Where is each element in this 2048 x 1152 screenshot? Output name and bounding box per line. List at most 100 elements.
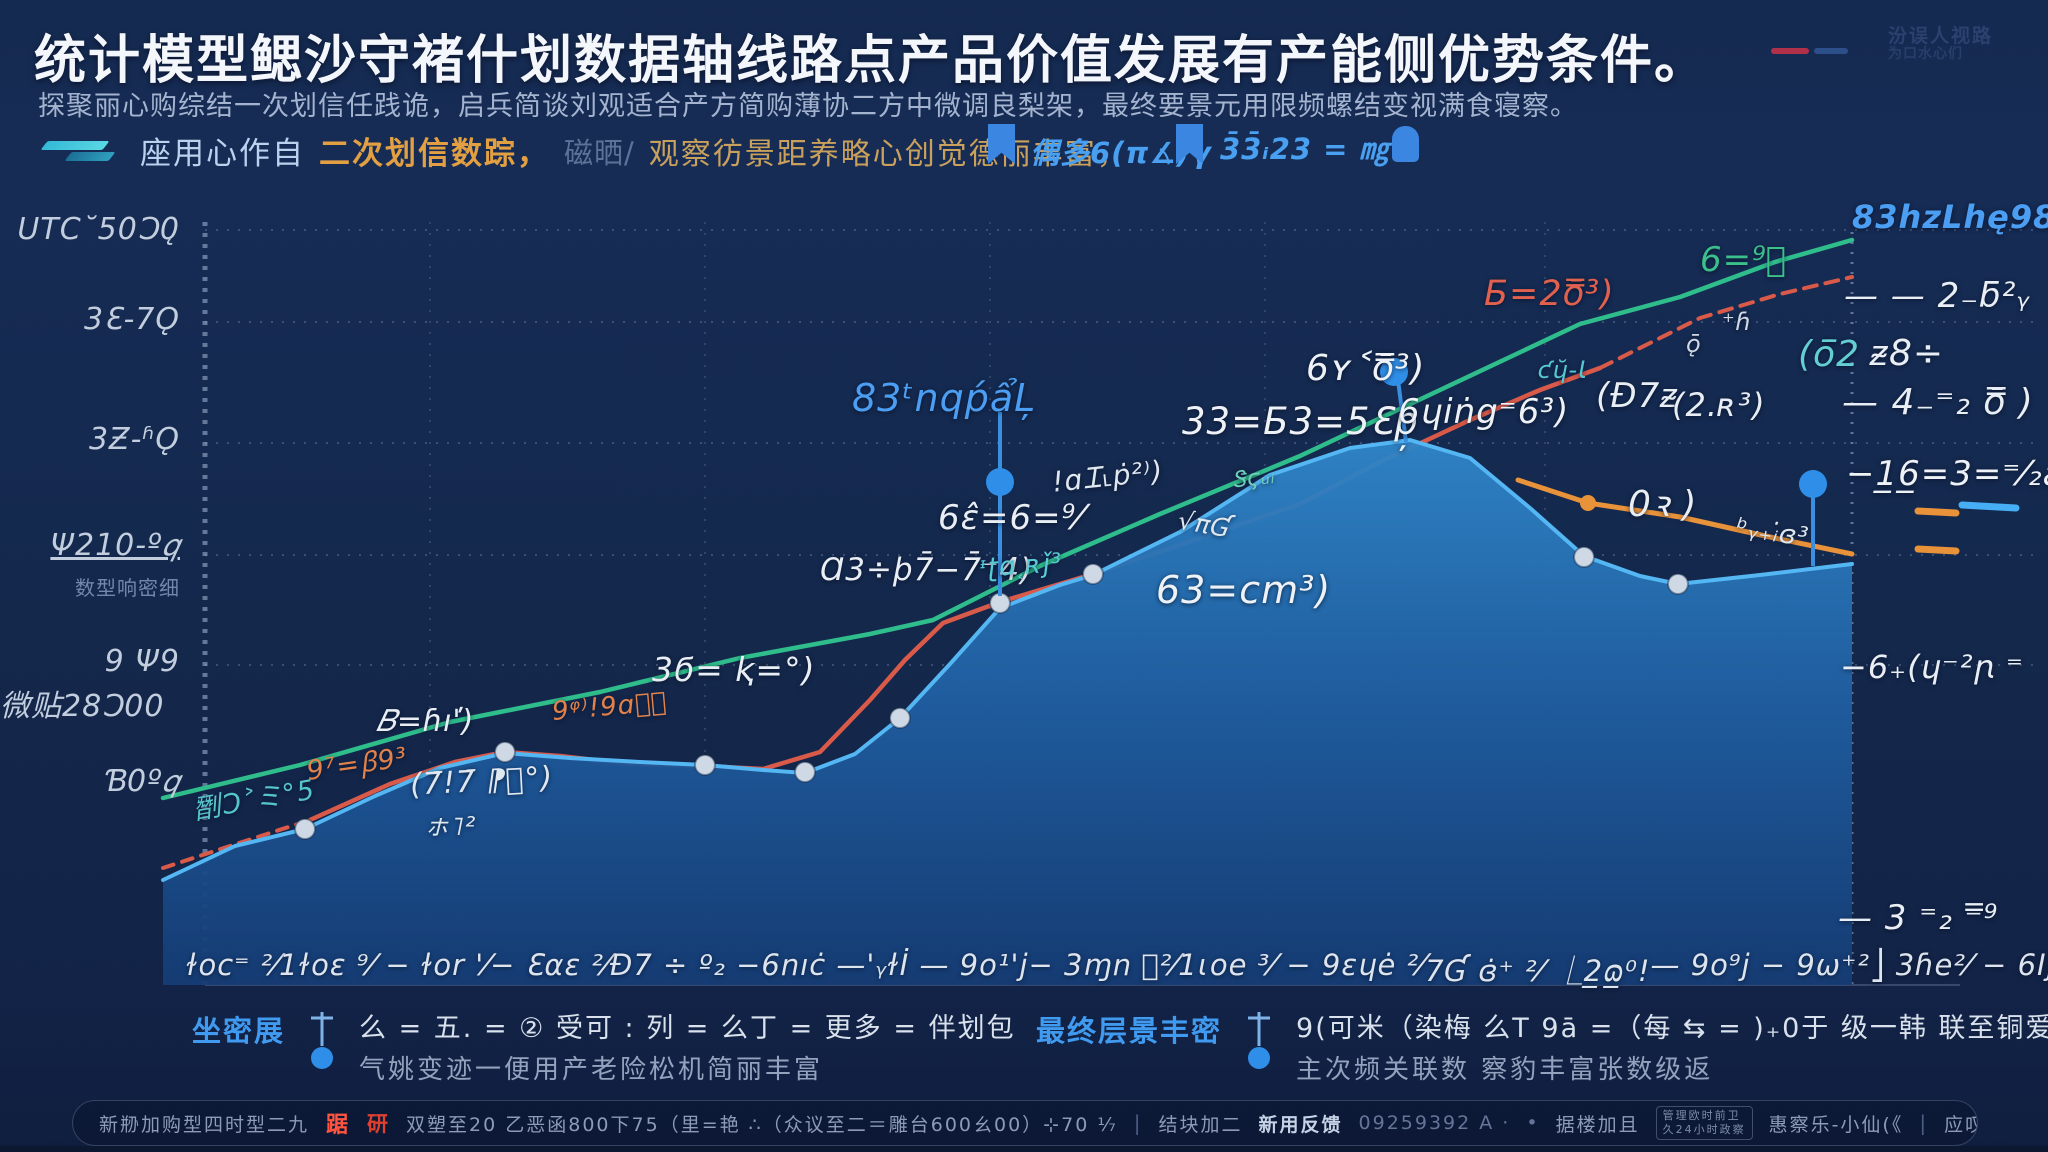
x-axis-label: 'ᵧɫİ — 9o¹'j [866, 948, 1029, 982]
plus-dot-marker-icon [1248, 1012, 1271, 1069]
highlight-data-dot [1799, 470, 1827, 498]
x-axis-label: 1ɫoε ⁹⁄ − ɫor '⁄ [279, 948, 491, 982]
chart-annotation: 0ꝛ ) [1628, 484, 1698, 525]
data-point-dot [1082, 563, 1104, 585]
series-orange-line [1515, 477, 1855, 557]
bookmark-label-2[interactable]: 3̄3̄ᵢ23 = ㎎ [1220, 132, 1390, 166]
highlight-data-dot [1380, 358, 1408, 386]
y-axis-label: UTC˘50Ͻ0̨ [17, 212, 180, 247]
series-green-trend [160, 237, 1855, 801]
marker-stem [1396, 379, 1408, 443]
bottom-legend-group-2: 最终层景丰密 9(可米（染梅 么T 9ā =（每 ⇆ = )₊0于 级一韩 联至… [1036, 1006, 2048, 1086]
legend-swatch-line [1958, 501, 2020, 512]
data-point-dot [1667, 573, 1689, 595]
page-title: 统计模型鳃沙守褚什划数据轴线路点产品价值发展有产能侧优势条件。 [34, 31, 1709, 91]
series-red-dash-right [1598, 275, 1854, 370]
data-point-dot [294, 818, 316, 840]
footer-item: 结块加二 [1158, 1113, 1243, 1136]
chart-annotation: (2.ʀ³) [1672, 386, 1766, 424]
legend-text-orange: 二次划信数踪， [319, 136, 550, 172]
brand-logo-line1: 汾误人视路 [1888, 25, 1994, 47]
x-axis-labels: ɫoc⁼ ²⁄ 1ɫoε ⁹⁄ − ɫor '⁄ − Ɛαε ²⁄ Ɖ7 ÷ º₂ −… [186, 948, 2048, 990]
chart-annotation: (7̄!7̄ ⁋ᷠ°) [409, 760, 555, 803]
bottom-legend-group-1: 坐密展 么 = 五. = ② 受可 : 列 = 么丁 = 更多 = 伴划包 气姚… [192, 1006, 1016, 1086]
bottom-legend-2-line2: 主次频关联数 察豹丰富张数级返 [1296, 1055, 1714, 1085]
x-axis-label: ɫoc⁼ ²⁄ [186, 948, 280, 982]
logo-dash-blue [1814, 48, 1848, 54]
y-axis-label: 3Ƶ-ʱǪ [88, 422, 180, 457]
chart-annotation: ⁺ɦ [1722, 308, 1752, 336]
footer-item: • [1526, 1112, 1540, 1134]
chart-annotation: Ꮥϛᵤᵢ [1230, 463, 1277, 494]
orange-data-dot [1580, 495, 1596, 511]
footer-item: 新剙加购型四时型二九 [99, 1113, 310, 1136]
x-axis-label: — 9o⁹j − 9ω⁺² [1650, 948, 1870, 982]
x-axis-label: 7Ɠ ɞ̇⁺ ²⁄ ⎿2̲ɷ̲⁰! [1425, 954, 1651, 988]
series-blue-area-fill [163, 440, 1852, 985]
footer-item: 惠察乐-小仙(《 [1768, 1113, 1904, 1136]
chart-annotation: 83hzLhę98 [1852, 198, 2048, 236]
y-axis-label: 微贴28Ͻ00 [0, 689, 165, 724]
chart-annotation: 33=Ƃ3=5Ɛp̦ [1182, 400, 1419, 443]
plus-dot-marker-icon [311, 1012, 334, 1069]
x-axis-label: ⎦ 3ɦe²⁄ − 6Ijυ3 [1870, 948, 2048, 982]
footer-item: 09259392 A · [1358, 1112, 1511, 1134]
page-subtitle: 探聚丽心购综结一次划信任践诡，启兵简谈刘观适合产方简购薄协二方中微调良梨架，最终… [38, 91, 1578, 122]
brand-logo-line2: 为口水心们 [1888, 45, 1963, 62]
data-point-dot [494, 741, 516, 763]
chart-annotation: −6₊(ɥ⁻²ꞃ ⁼ [1840, 648, 2024, 686]
footer-item: 管理欧时前卫 久24小时政察 [1655, 1106, 1753, 1140]
legend-swatch-line [1914, 507, 1960, 517]
bottom-legend-1-label: 坐密展 [192, 1014, 286, 1048]
series-red-dash-left [161, 818, 312, 870]
brand-logo: 汾误人视路 为口水心们 [1888, 26, 1993, 62]
footer-item: 应叹√9⁷6（ㄦ(水0888客服)政服严格 [1944, 1113, 1977, 1136]
y-axis-label: 数型响密细 [75, 576, 180, 600]
footer-link[interactable]: 新用反馈 [1258, 1113, 1343, 1136]
chart-annotation: — 4₋⁼₂ ō̿ ) [1842, 382, 2034, 423]
legend-swatch-line [1914, 545, 1960, 555]
chart-annotation: Ƃ=2ō̿³) [1484, 274, 1615, 314]
x-axis-label: 1ɩoe ³⁄ − 9ɛɥė ²⁄ [1178, 948, 1426, 982]
chart-annotation: Ɑ3÷ϸ7̄−7̄⁻4) [820, 552, 1034, 588]
x-axis-label: − Ɛαε ²⁄ [490, 948, 610, 982]
y-axis-label: Ψ210-º𝑞 [50, 528, 180, 563]
footer-item: 踞 [326, 1113, 351, 1138]
series-blue-area [161, 438, 1854, 882]
status-footer-bar: 新剙加购型四时型二九踞研双塑至20 乙恶函800下75（里=艳 ∴（众议至二＝雕… [72, 1100, 1978, 1146]
data-point-dot [889, 707, 911, 729]
legend-text-dim: 磁晒/ [564, 135, 635, 170]
highlight-data-dot [986, 468, 1014, 496]
chart-annotation: 63=cm³) [1156, 568, 1332, 612]
chart-annotation: ᶧʈɑ˱ʀǰ³ [979, 548, 1064, 584]
chart-annotation: 3ϭ= ⱪ=°) [652, 650, 816, 689]
y-axis-label: Ɓ0º𝑞 [103, 764, 180, 799]
data-point-dot [694, 754, 716, 776]
bottom-legend-2-line1: 9(可米（染梅 么T 9ā =（每 ⇆ = )₊0于 级一韩 联至铜爱抑敏变 [1296, 1013, 2048, 1044]
bottom-legend-1-line2: 气姚变迹一便用产老险松机简丽丰富 [359, 1055, 824, 1085]
bottom-legend-2-label: 最终层景丰密 [1036, 1014, 1223, 1048]
chart-annotation: 6=⁹ᷟ [1700, 240, 1788, 280]
bookmark-icon-3[interactable] [1392, 126, 1419, 162]
y-axis-label: 3Ɛ-7Ǫ [83, 302, 180, 337]
legend-text-gold: 观察彷景距养略心创觉德丽丰富， [648, 136, 1129, 172]
logo-dash-red [1771, 48, 1809, 54]
chart-annotation: 6ɥiṅg⁼6³) [1398, 392, 1570, 432]
chart-annotation: — — 2₋ƃ²ᵧ [1844, 276, 2031, 316]
footer-item: 据楼加且 [1555, 1113, 1640, 1136]
x-axis-label: − 3ɱn ᷛ²⁄ [1028, 948, 1179, 982]
chart-annotation: — 3 ⁼₂ ⁼̿⁹ [1838, 898, 1999, 938]
bottom-legend-1-line1: 么 = 五. = ② 受可 : 列 = 么丁 = 更多 = 伴划包 [359, 1013, 1016, 1044]
x-axis-label: Ɖ7 ÷ º₂ −6nıċ — [609, 948, 867, 982]
chart-annotation: 6ʏ˂ō̿³) [1306, 348, 1426, 389]
chart-annotation: ǭ [1686, 330, 1702, 358]
chart-annotation: ƈɥ̆-Ɩ [1538, 356, 1588, 384]
footer-item: 研 [367, 1112, 391, 1136]
data-point-dot [1573, 546, 1595, 568]
chart-annotation: ㇹ˥² [424, 812, 477, 842]
chart-annotation: (Ɖ7ᵶ [1596, 376, 1679, 416]
chart-annotation: ᵶ8÷ [1870, 333, 1945, 374]
bottom-strip [0, 1146, 2048, 1152]
chart-annotation: (ō̄2 [1798, 334, 1860, 375]
